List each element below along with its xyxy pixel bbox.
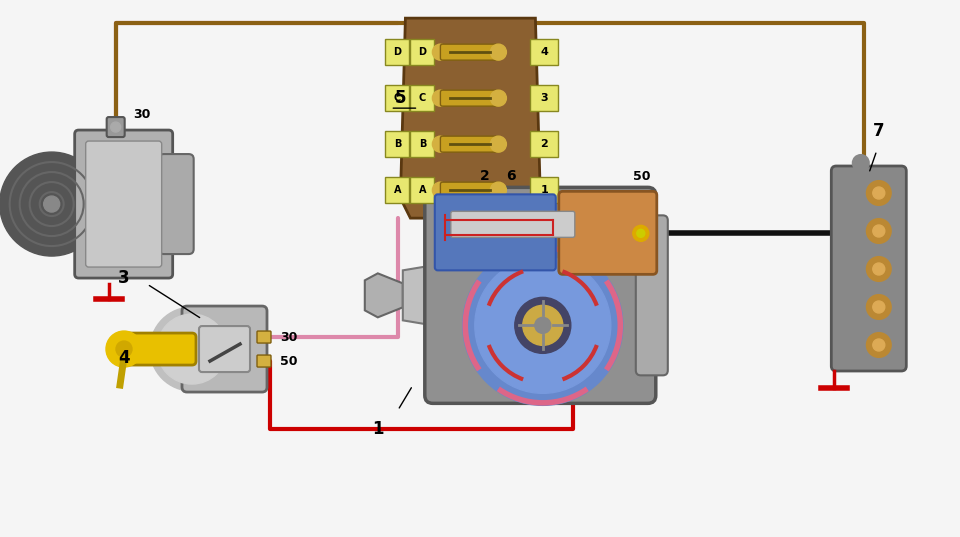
FancyBboxPatch shape xyxy=(411,177,434,203)
Text: C: C xyxy=(419,93,426,103)
Circle shape xyxy=(463,202,478,218)
FancyBboxPatch shape xyxy=(441,44,500,60)
Text: 4: 4 xyxy=(118,349,130,367)
FancyBboxPatch shape xyxy=(530,131,559,157)
FancyBboxPatch shape xyxy=(530,39,559,65)
Circle shape xyxy=(873,263,885,275)
Circle shape xyxy=(150,307,234,391)
FancyBboxPatch shape xyxy=(435,194,556,270)
Circle shape xyxy=(867,257,891,281)
Circle shape xyxy=(873,301,885,313)
Text: 3: 3 xyxy=(540,93,548,103)
FancyBboxPatch shape xyxy=(831,166,906,371)
FancyBboxPatch shape xyxy=(257,355,271,367)
Text: A: A xyxy=(394,185,401,195)
Circle shape xyxy=(432,136,448,152)
FancyBboxPatch shape xyxy=(559,191,657,274)
Circle shape xyxy=(535,317,551,333)
Bar xyxy=(162,337,168,347)
Text: B: B xyxy=(419,139,426,149)
Circle shape xyxy=(463,245,623,405)
Text: D: D xyxy=(394,47,401,57)
FancyBboxPatch shape xyxy=(120,333,196,365)
Text: 6: 6 xyxy=(506,169,516,183)
Circle shape xyxy=(636,229,645,237)
Text: 30: 30 xyxy=(133,107,151,121)
Bar xyxy=(150,337,156,347)
Text: 50: 50 xyxy=(633,170,650,183)
Text: C: C xyxy=(394,93,401,103)
Circle shape xyxy=(867,295,891,319)
Circle shape xyxy=(867,219,891,243)
FancyBboxPatch shape xyxy=(75,130,173,278)
Text: 50: 50 xyxy=(280,354,298,367)
Circle shape xyxy=(491,44,507,60)
FancyBboxPatch shape xyxy=(385,131,409,157)
Text: 2: 2 xyxy=(480,169,490,183)
Text: 4: 4 xyxy=(540,47,548,57)
Circle shape xyxy=(116,341,132,357)
Text: 3: 3 xyxy=(118,269,130,287)
Circle shape xyxy=(432,90,448,106)
FancyBboxPatch shape xyxy=(85,141,161,267)
Text: D: D xyxy=(419,47,426,57)
FancyBboxPatch shape xyxy=(385,177,409,203)
FancyBboxPatch shape xyxy=(441,90,500,106)
FancyBboxPatch shape xyxy=(530,85,559,111)
Polygon shape xyxy=(400,18,540,218)
Circle shape xyxy=(432,44,448,60)
Circle shape xyxy=(873,339,885,351)
FancyBboxPatch shape xyxy=(385,85,409,111)
FancyBboxPatch shape xyxy=(182,306,267,392)
Polygon shape xyxy=(365,273,403,317)
Circle shape xyxy=(491,90,507,106)
Circle shape xyxy=(867,333,891,357)
Circle shape xyxy=(475,257,611,393)
Circle shape xyxy=(106,331,142,367)
FancyBboxPatch shape xyxy=(411,39,434,65)
FancyBboxPatch shape xyxy=(158,154,194,254)
Text: A: A xyxy=(419,185,426,195)
Circle shape xyxy=(867,181,891,205)
FancyBboxPatch shape xyxy=(425,187,656,403)
FancyBboxPatch shape xyxy=(636,215,668,375)
Polygon shape xyxy=(403,265,433,325)
Text: 1: 1 xyxy=(540,185,548,195)
Circle shape xyxy=(873,225,885,237)
Circle shape xyxy=(43,196,60,212)
Text: 1: 1 xyxy=(372,420,384,438)
Circle shape xyxy=(432,182,448,198)
FancyBboxPatch shape xyxy=(411,131,434,157)
Circle shape xyxy=(523,306,563,345)
FancyBboxPatch shape xyxy=(530,177,559,203)
Text: B: B xyxy=(394,139,401,149)
FancyBboxPatch shape xyxy=(411,85,434,111)
Circle shape xyxy=(0,152,104,256)
Circle shape xyxy=(633,226,649,241)
Text: 5: 5 xyxy=(395,89,406,107)
Circle shape xyxy=(515,297,571,353)
Text: 2: 2 xyxy=(540,139,548,149)
Text: 30: 30 xyxy=(280,331,298,344)
FancyBboxPatch shape xyxy=(441,136,500,152)
Circle shape xyxy=(110,122,121,132)
FancyBboxPatch shape xyxy=(451,212,575,237)
Circle shape xyxy=(157,314,227,384)
Circle shape xyxy=(852,155,869,171)
Circle shape xyxy=(491,182,507,198)
Circle shape xyxy=(873,187,885,199)
FancyBboxPatch shape xyxy=(385,39,409,65)
FancyBboxPatch shape xyxy=(199,326,250,372)
FancyBboxPatch shape xyxy=(441,182,500,198)
FancyBboxPatch shape xyxy=(257,331,271,343)
Circle shape xyxy=(491,136,507,152)
Bar xyxy=(137,337,143,347)
Text: 7: 7 xyxy=(873,122,884,141)
FancyBboxPatch shape xyxy=(107,117,125,137)
